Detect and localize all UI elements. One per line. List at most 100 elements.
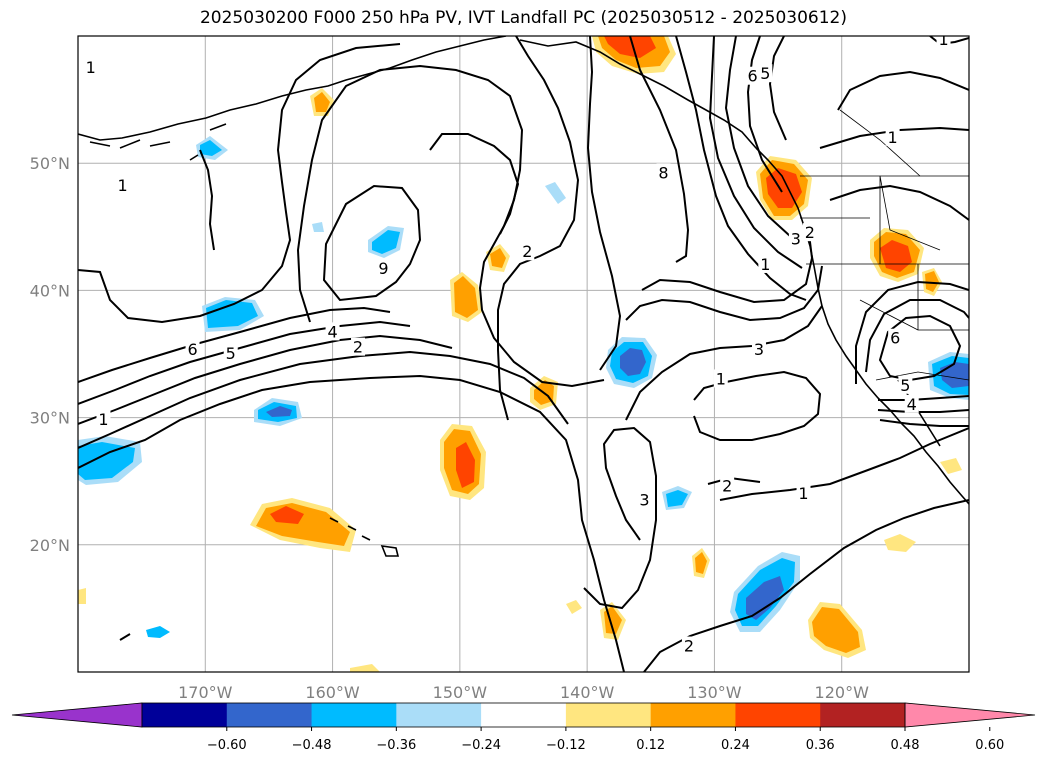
positive-anomaly-region [604,36,656,58]
contour-label: 3 [639,490,649,509]
pv-contour-line [768,36,787,141]
contour-label-background [758,254,773,273]
colorbar-tick-label: −0.60 [207,738,247,753]
negative-anomaly-region [200,140,222,156]
contour-label: 5 [226,344,236,363]
coastlines [78,36,969,557]
contour-label-background [904,394,919,413]
negative-anomaly-region [545,182,566,204]
contour-label: 1 [117,176,127,195]
negative-anomaly-region [146,626,170,638]
contour-label-background [788,229,803,248]
pv-contour-line [78,350,569,449]
positive-anomaly-region [78,588,86,604]
contour-label-background [223,344,238,362]
pv-contour-line [625,265,823,322]
colorbar-tick-label: 0.12 [636,738,665,753]
contour-label: 6 [748,67,758,86]
contour-label-background [713,369,728,388]
contour-label-background [885,127,900,146]
positive-anomaly-region [314,92,330,112]
contour-label: 3 [791,230,801,249]
contour-label: 2 [722,476,732,495]
colorbar-extend-max [904,702,1036,728]
pv-contour-line [497,36,580,421]
pv-contour-line [855,280,969,384]
alaska-peninsula-coast [78,36,507,141]
pv-contour-line [708,36,803,269]
lon-tick-label: 130°W [687,683,742,702]
lat-tick-label: 20°N [30,536,70,555]
state-border [800,109,969,381]
lon-tick-label: 150°W [433,683,488,702]
contour-label-background [325,322,340,341]
pv-contour-line [837,70,969,111]
contour-label: 1 [798,484,808,503]
negative-anomaly-region [312,222,324,232]
colorbar-swatch [735,703,821,727]
contour-label-background [720,476,735,495]
colorbar-tick-label: −0.12 [546,738,586,753]
pv-anomaly-fill [78,36,969,672]
plot-area [78,36,969,672]
contour-label: 4 [907,395,917,414]
contour-label-background [936,36,951,48]
pv-contour-line [78,43,401,324]
positive-anomaly-region [884,534,916,552]
contour-label: 2 [684,637,694,656]
pv-contour-line [296,64,605,388]
positive-anomaly-region [812,607,860,653]
contour-label: 9 [378,259,388,278]
colorbar-tick-label: 0.36 [806,738,835,753]
contour-label-background [898,375,913,394]
colorbar-swatch [565,703,652,727]
north-america-coast [755,147,969,505]
contour-label-background [656,163,671,182]
pv-contour-line [724,36,791,237]
colorbar-tick-label: 0.24 [721,738,750,753]
contour-label-background [796,483,811,502]
contour-label-background [376,258,391,277]
positive-anomaly-region [270,506,304,524]
pv-contour-line [586,36,622,371]
contour-label: 2 [805,223,815,242]
pv-contour-line [78,320,411,405]
contour-label-background [802,223,817,242]
pv-contour-line [322,184,422,302]
contour-label: 1 [938,30,948,49]
positive-anomaly-region [350,664,380,672]
negative-anomaly-region [620,348,646,376]
negative-anomaly-region [666,490,688,507]
contour-label: 1 [888,128,898,147]
colorbar-swatch [226,703,313,727]
pv-contour-line [199,149,215,251]
lon-tick-label: 120°W [815,683,870,702]
pv-contour-line [119,633,131,641]
contour-label: 1 [98,410,108,429]
colorbar-extend-min [11,702,143,728]
pv-contour-line [719,427,969,501]
contour-label: 3 [754,340,764,359]
colorbar-swatch [481,703,567,727]
pv-contours [78,36,969,672]
positive-anomaly-region [454,276,478,318]
negative-anomaly-region [266,406,292,417]
colorbar-swatch [142,703,228,727]
pv-contour-line [865,299,969,373]
colorbar-frame [141,702,906,728]
negative-anomaly-region [746,576,784,620]
pv-contour-line [878,395,969,401]
pv-contour-line [583,426,657,610]
contour-label: 2 [522,242,532,261]
pv-contour-line [675,36,807,301]
lat-tick-label: 30°N [30,409,70,428]
colorbar-tick-label: 0.60 [975,738,1004,753]
map-title: 2025030200 F000 250 hPa PV, IVT Landfall… [199,8,847,28]
colorbar-tick-label: −0.36 [376,738,416,753]
contour-label-background [758,64,773,83]
positive-anomaly-region [695,552,707,574]
contour-label: 5 [900,376,910,395]
contour-label: 1 [716,369,726,388]
pv-contour-line [78,374,625,672]
